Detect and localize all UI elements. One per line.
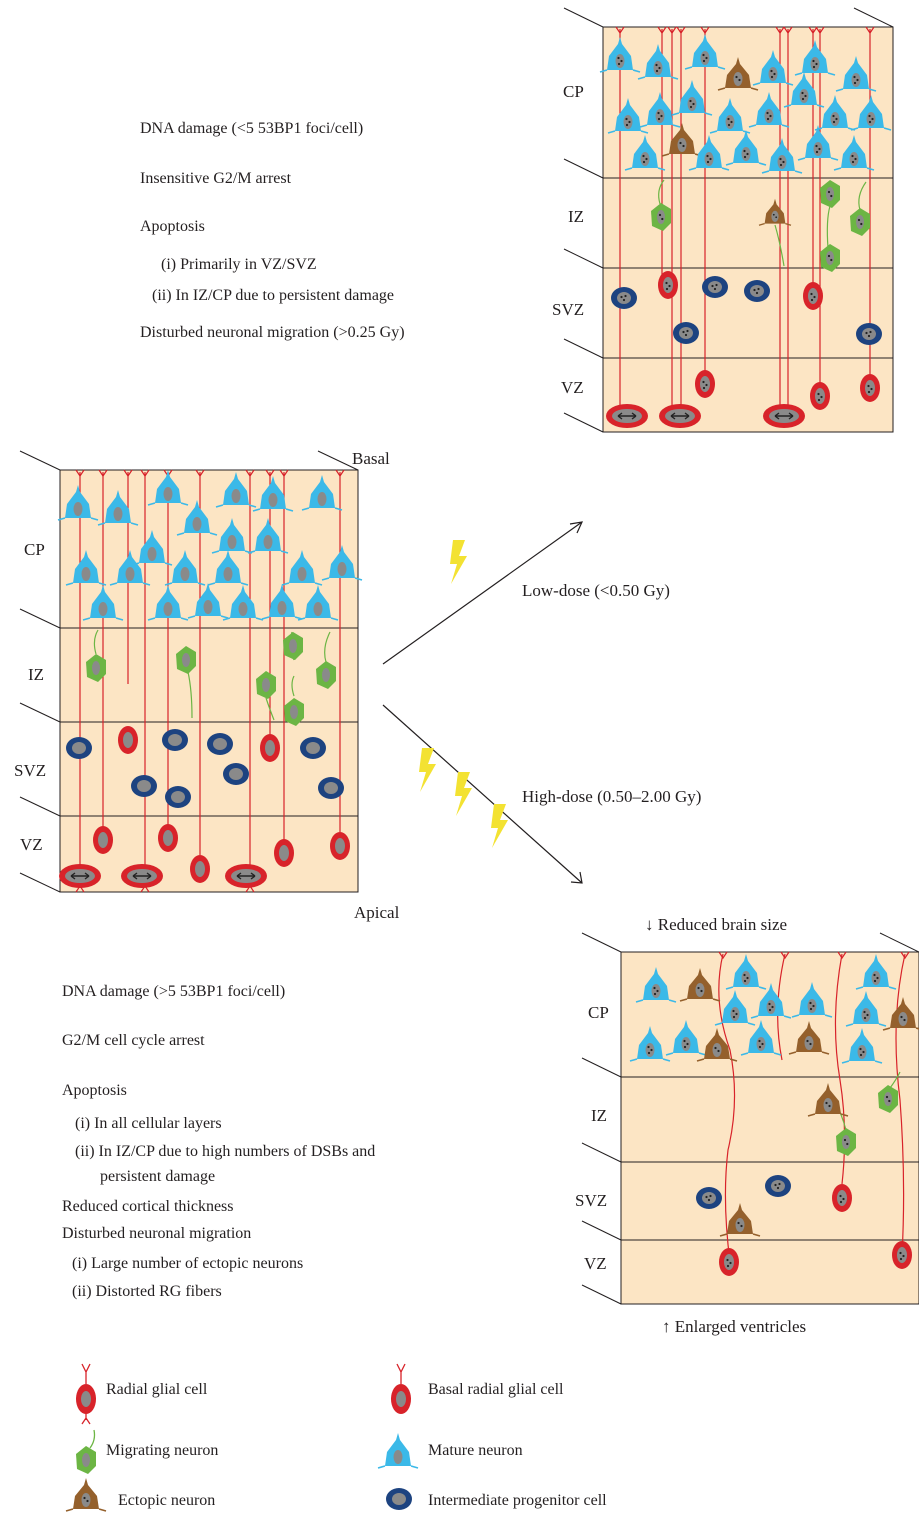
low-effect-item: Disturbed neuronal migration (>0.25 Gy)	[140, 324, 405, 341]
low-effect-item: (ii) In IZ/CP due to persistent damage	[152, 287, 394, 304]
control-layer-vz: VZ	[20, 835, 43, 854]
low-dose-layer-iz: IZ	[568, 207, 584, 226]
ectopic-neuron-icon	[65, 1477, 107, 1512]
high-dose-layer-vz: VZ	[584, 1254, 607, 1273]
radial-glial-cell-icon	[76, 1363, 96, 1425]
high-dose-layer-cp: CP	[588, 1003, 609, 1022]
high-effect-item: G2/M cell cycle arrest	[62, 1032, 205, 1049]
control-layer-cp: CP	[24, 540, 45, 559]
high-effect-item: Disturbed neuronal migration	[62, 1225, 251, 1242]
apical-label: Apical	[354, 903, 400, 922]
high-dose-bolt-icon	[491, 804, 508, 848]
basal-label: Basal	[352, 449, 390, 468]
legend-label: Ectopic neuron	[118, 1492, 215, 1509]
high-dose-arrow	[382, 704, 583, 884]
high-dose-layer-svz: SVZ	[575, 1191, 607, 1210]
low-effect-item: DNA damage (<5 53BP1 foci/cell)	[140, 120, 363, 137]
legend: Radial glial cell Basal radial glial cel…	[65, 1363, 607, 1512]
low-dose-layer-cp: CP	[563, 82, 584, 101]
low-effect-item: Insensitive G2/M arrest	[140, 170, 292, 187]
low-dose-cortex-block	[563, 7, 894, 433]
low-effect-item: (i) Primarily in VZ/SVZ	[161, 256, 317, 273]
high-effect-item: Reduced cortical thickness	[62, 1198, 234, 1215]
legend-label: Radial glial cell	[106, 1381, 208, 1398]
low-dose-bolt-icon	[450, 540, 467, 584]
legend-label: Mature neuron	[428, 1442, 523, 1459]
low-dose-layer-svz: SVZ	[552, 300, 584, 319]
enlarged-ventricles-label: ↑ Enlarged ventricles	[662, 1317, 806, 1336]
high-effect-item: (ii) In IZ/CP due to high numbers of DSB…	[75, 1143, 375, 1160]
high-dose-effects-list: DNA damage (>5 53BP1 foci/cell) G2/M cel…	[62, 983, 375, 1300]
high-dose-bolt-icon	[419, 748, 436, 792]
high-effect-item: (i) In all cellular layers	[75, 1115, 222, 1132]
control-layer-iz: IZ	[28, 665, 44, 684]
migrating-neuron-icon	[76, 1429, 96, 1474]
high-dose-label: High-dose (0.50–2.00 Gy)	[522, 787, 701, 806]
legend-label: Intermediate progenitor cell	[428, 1492, 607, 1509]
high-effect-item: (i) Large number of ectopic neurons	[72, 1255, 303, 1272]
low-effect-item: Apoptosis	[140, 218, 205, 235]
legend-label: Migrating neuron	[106, 1442, 218, 1459]
control-layer-svz: SVZ	[14, 761, 46, 780]
low-dose-label: Low-dose (<0.50 Gy)	[522, 581, 670, 600]
high-dose-bolt-icon	[455, 772, 472, 816]
mature-neuron-icon	[377, 1432, 419, 1469]
basal-radial-glial-cell-icon	[391, 1363, 411, 1414]
high-dose-layer-iz: IZ	[591, 1106, 607, 1125]
high-effect-item: Apoptosis	[62, 1082, 127, 1099]
legend-label: Basal radial glial cell	[428, 1381, 564, 1398]
reduced-brain-size-label: ↓ Reduced brain size	[645, 915, 787, 934]
intermediate-progenitor-icon	[386, 1488, 412, 1510]
low-dose-layer-vz: VZ	[561, 378, 584, 397]
high-effect-item: persistent damage	[100, 1168, 215, 1185]
high-dose-cortex-block	[581, 932, 919, 1305]
high-effect-item: (ii) Distorted RG fibers	[72, 1283, 222, 1300]
control-cortex-block	[19, 450, 363, 893]
low-dose-arrow	[382, 521, 584, 665]
low-dose-effects-list: DNA damage (<5 53BP1 foci/cell) Insensit…	[140, 120, 405, 341]
high-effect-item: DNA damage (>5 53BP1 foci/cell)	[62, 983, 285, 1000]
